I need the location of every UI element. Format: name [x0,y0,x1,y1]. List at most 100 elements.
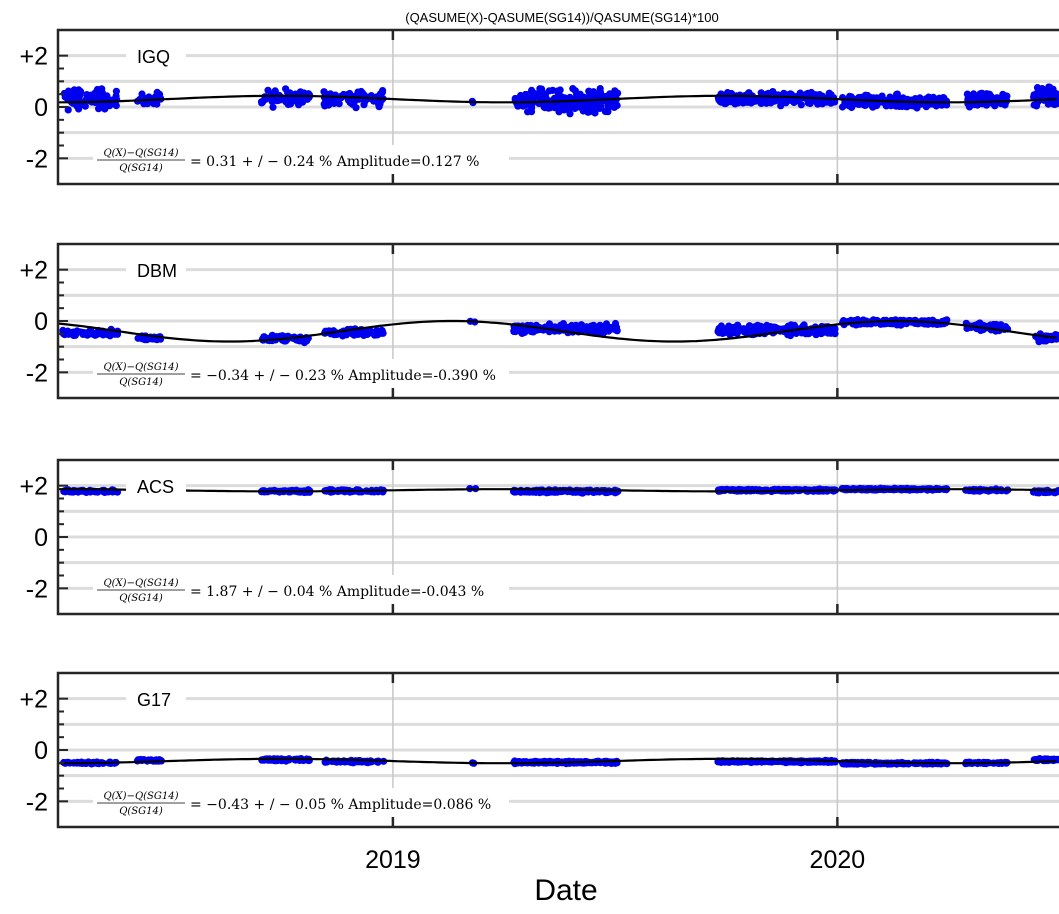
data-point [529,487,538,495]
data-point [578,489,586,497]
data-point [1035,338,1043,346]
data-point [378,88,387,96]
data-point [511,94,519,103]
data-point [567,487,575,495]
data-point [555,105,563,113]
data-point [991,102,999,110]
y-tick-label: -2 [26,359,48,387]
data-point [283,96,292,104]
annotation-text: = 1.87 + / − 0.04 % Amplitude=-0.043 % [190,584,484,600]
panel-label: DBM [137,261,177,281]
panel-label: G17 [137,690,171,710]
data-point [259,98,267,106]
y-tick-label: +2 [19,473,48,501]
annotation-numerator: Q(X)−Q(SG14) [103,791,178,802]
data-point [360,757,368,766]
y-tick-label: 0 [34,308,48,336]
y-tick-label: -2 [26,575,48,603]
data-point [596,104,604,112]
data-point [977,89,985,97]
data-point [718,98,726,106]
data-point [742,325,750,333]
data-point [806,98,814,106]
data-point [841,99,849,107]
data-point [370,488,378,496]
y-tick-label: 0 [34,94,48,122]
data-point [60,89,68,98]
data-point [83,329,91,337]
panel-dbm: DBM Q(X)−Q(SG14) Q(SG14) = −0.34 + / − 0.23… [19,242,1059,400]
data-point [736,98,745,106]
data-point [595,325,603,333]
data-point [532,93,540,101]
label-bg [126,44,186,69]
data-point [733,322,741,330]
data-point [725,95,733,103]
data-point [356,89,364,97]
data-point [64,106,72,114]
data-point [782,486,790,494]
label-bg [126,474,186,499]
y-tick-label: +2 [19,257,48,285]
data-point [987,92,995,101]
data-point [771,324,779,332]
data-point [292,486,301,494]
data-point [717,758,725,766]
annotation-text: = 0.31 + / − 0.24 % Amplitude=0.127 % [190,154,479,170]
data-point [964,94,972,102]
data-point [359,329,367,337]
x-axis-label: Date [534,874,597,907]
data-point [827,324,835,332]
panel-g17: G17 Q(X)−Q(SG14) Q(SG14) = −0.43 + / − 0.05… [19,671,1059,829]
annotation-denominator: Q(SG14) [119,377,163,388]
panel-label: IGQ [137,47,170,67]
data-point [96,92,104,100]
data-point [893,90,901,98]
data-point [586,107,594,116]
data-point [264,86,272,94]
annotation-denominator: Q(SG14) [119,806,163,817]
data-point [596,85,604,93]
data-point [604,108,612,116]
data-point [525,97,534,105]
annotation-denominator: Q(SG14) [119,593,163,604]
data-point [762,323,771,331]
fit-line [57,319,1057,343]
data-point [77,486,85,495]
data-point [95,105,103,113]
data-point [868,759,876,767]
data-point [602,325,611,333]
data-point [613,101,621,109]
data-point [576,90,584,98]
data-point [374,327,382,335]
data-point [965,103,974,111]
data-point [61,329,69,337]
x-tick-label: 2020 [810,846,866,874]
label-bg [126,258,186,283]
data-point [943,316,951,324]
data-point [538,85,546,93]
data-point [93,85,101,94]
fit-line [58,488,1057,493]
annotation-numerator: Q(X)−Q(SG14) [103,148,178,159]
data-point [325,101,333,109]
data-point [591,99,599,107]
data-point [569,85,577,93]
data-point [284,88,292,97]
data-point [579,107,587,115]
data-point [75,105,83,113]
data-point [300,488,308,497]
data-point [112,87,120,95]
data-point [360,101,368,109]
data-point [71,91,79,99]
data-point [88,91,96,99]
data-point [335,100,343,108]
data-point [589,325,597,334]
x-tick-labels: 2019 2020 [365,846,865,874]
data-point [330,96,338,104]
data-point [599,487,607,495]
data-point [77,328,86,337]
data-point [571,104,579,113]
data-point [940,94,948,102]
